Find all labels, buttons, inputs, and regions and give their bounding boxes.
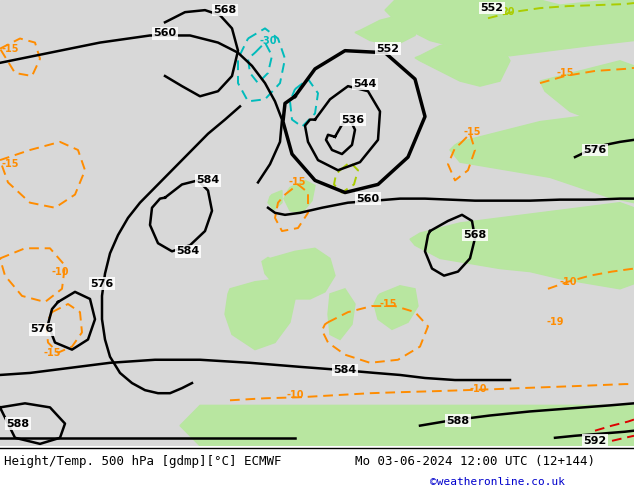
Polygon shape bbox=[450, 112, 634, 203]
Text: -15: -15 bbox=[2, 44, 20, 53]
Text: -10: -10 bbox=[469, 384, 487, 394]
Text: -15: -15 bbox=[463, 127, 481, 137]
Text: ©weatheronline.co.uk: ©weatheronline.co.uk bbox=[430, 477, 565, 487]
Text: -15: -15 bbox=[2, 159, 20, 169]
Polygon shape bbox=[180, 405, 634, 446]
Polygon shape bbox=[262, 248, 335, 299]
Polygon shape bbox=[415, 39, 510, 86]
Text: Height/Temp. 500 hPa [gdmp][°C] ECMWF: Height/Temp. 500 hPa [gdmp][°C] ECMWF bbox=[4, 455, 281, 468]
Text: 568: 568 bbox=[214, 5, 236, 15]
Text: 536: 536 bbox=[342, 115, 365, 124]
Text: -19: -19 bbox=[547, 317, 564, 327]
Text: -10: -10 bbox=[51, 267, 68, 276]
Polygon shape bbox=[328, 289, 355, 340]
Text: -15: -15 bbox=[379, 299, 397, 309]
Text: -30: -30 bbox=[259, 36, 277, 46]
Text: 568: 568 bbox=[463, 230, 487, 240]
Text: 20: 20 bbox=[501, 7, 515, 17]
Text: 588: 588 bbox=[6, 418, 30, 429]
Text: 584: 584 bbox=[176, 246, 200, 256]
Text: 560: 560 bbox=[153, 28, 176, 38]
Text: -10: -10 bbox=[286, 390, 304, 400]
Text: 588: 588 bbox=[446, 416, 470, 425]
Text: 552: 552 bbox=[377, 44, 399, 53]
Text: 576: 576 bbox=[583, 145, 607, 155]
Text: 544: 544 bbox=[353, 79, 377, 89]
Text: -15: -15 bbox=[288, 177, 306, 187]
Polygon shape bbox=[385, 0, 634, 56]
Text: -10: -10 bbox=[559, 277, 577, 287]
Text: 552: 552 bbox=[481, 3, 503, 13]
Text: 576: 576 bbox=[91, 279, 113, 289]
Polygon shape bbox=[225, 279, 295, 350]
Text: -15: -15 bbox=[556, 68, 574, 78]
Polygon shape bbox=[410, 203, 634, 289]
Text: 576: 576 bbox=[30, 324, 54, 334]
Polygon shape bbox=[284, 180, 315, 213]
Polygon shape bbox=[540, 61, 634, 132]
Text: 592: 592 bbox=[583, 436, 607, 446]
Text: 584: 584 bbox=[197, 175, 219, 185]
Text: 560: 560 bbox=[356, 194, 380, 204]
Polygon shape bbox=[355, 15, 420, 46]
Text: 584: 584 bbox=[333, 365, 356, 375]
Polygon shape bbox=[0, 0, 634, 446]
Text: Mo 03-06-2024 12:00 UTC (12+144): Mo 03-06-2024 12:00 UTC (12+144) bbox=[355, 455, 595, 468]
Polygon shape bbox=[374, 286, 418, 329]
Polygon shape bbox=[268, 191, 282, 210]
Text: -15: -15 bbox=[43, 348, 61, 358]
